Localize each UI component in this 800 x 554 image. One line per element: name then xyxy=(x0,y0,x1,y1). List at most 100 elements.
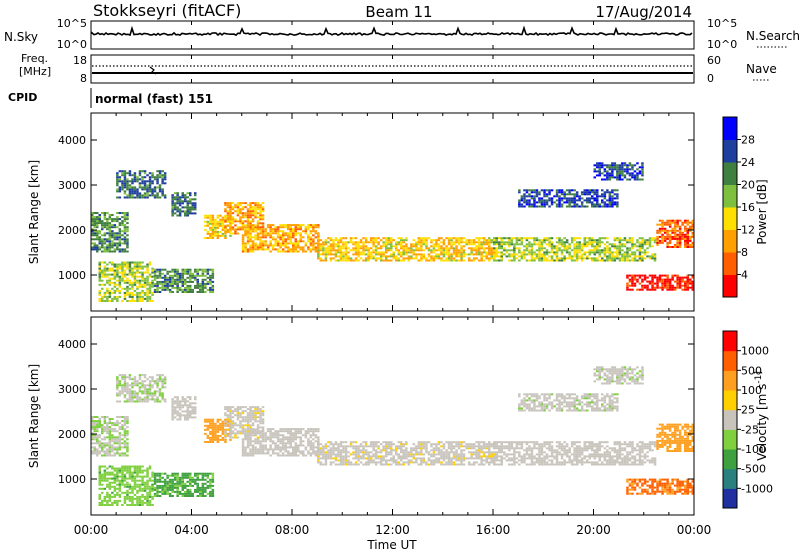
power-cell xyxy=(525,247,529,250)
power-cell xyxy=(437,255,441,258)
power-cell xyxy=(437,237,441,240)
power-cell xyxy=(131,190,134,193)
velocity-cell xyxy=(113,485,117,488)
power-cell xyxy=(631,280,634,283)
power-cell xyxy=(686,284,689,287)
velocity-cell xyxy=(91,426,94,429)
power-cell xyxy=(447,237,451,240)
power-cell xyxy=(379,239,383,242)
velocity-cell xyxy=(249,454,252,457)
power-cell xyxy=(201,272,205,275)
power-cell xyxy=(297,228,300,231)
power-cell xyxy=(417,249,421,252)
power-cell xyxy=(221,220,225,223)
power-cell xyxy=(432,249,436,252)
power-cell xyxy=(128,188,132,191)
power-cell xyxy=(472,241,476,244)
power-cell xyxy=(121,287,124,290)
power-cell xyxy=(543,253,546,256)
velocity-cell xyxy=(121,467,124,470)
power-cell xyxy=(239,228,242,231)
power-cell xyxy=(691,286,694,289)
power-cell xyxy=(118,218,122,221)
power-cell xyxy=(108,232,112,235)
power-cell xyxy=(189,286,192,289)
power-cell xyxy=(681,288,684,291)
velocity-cell xyxy=(106,424,109,427)
power-cell xyxy=(158,176,162,179)
velocity-cell xyxy=(148,392,152,395)
power-cell xyxy=(400,253,403,256)
velocity-cell xyxy=(186,412,189,415)
velocity-cell xyxy=(234,432,237,435)
velocity-cell xyxy=(246,440,250,443)
power-cell xyxy=(118,277,122,280)
velocity-cell xyxy=(181,495,184,497)
power-cell xyxy=(603,237,607,240)
power-cell xyxy=(691,225,694,228)
power-cell xyxy=(450,253,453,256)
power-cell xyxy=(563,257,566,260)
velocity-cell xyxy=(136,495,139,498)
power-cell xyxy=(239,218,242,221)
velocity-cell xyxy=(241,452,245,455)
power-cell xyxy=(96,234,99,237)
power-cell xyxy=(611,189,614,192)
velocity-cell xyxy=(121,446,124,449)
power-cell xyxy=(281,230,285,233)
velocity-cell xyxy=(101,465,104,468)
power-cell xyxy=(294,238,297,241)
power-cell xyxy=(176,274,179,277)
power-cell xyxy=(146,263,149,266)
velocity-cell xyxy=(131,487,134,490)
velocity-cell xyxy=(241,410,245,413)
velocity-cell xyxy=(229,422,232,425)
power-cell xyxy=(586,201,589,204)
velocity-cell xyxy=(148,501,152,504)
power-cell xyxy=(339,255,343,258)
power-cell xyxy=(455,237,458,240)
power-cell xyxy=(550,257,554,260)
velocity-cell xyxy=(136,382,139,385)
velocity-cell xyxy=(176,406,179,409)
velocity-cell xyxy=(194,402,197,405)
velocity-cell xyxy=(269,444,272,447)
power-cell xyxy=(259,246,262,249)
power-cell xyxy=(362,249,365,252)
power-cell xyxy=(477,253,481,256)
power-cell xyxy=(563,191,566,194)
power-cell xyxy=(211,276,215,279)
power-cell xyxy=(591,203,594,206)
power-cell xyxy=(214,232,217,235)
velocity-cell xyxy=(246,430,250,433)
power-cell xyxy=(131,196,134,199)
velocity-cell xyxy=(123,424,127,427)
power-cell xyxy=(460,239,463,242)
velocity-cell xyxy=(236,410,240,413)
power-cell xyxy=(666,288,669,291)
velocity-cell xyxy=(96,420,99,423)
power-cell xyxy=(555,241,559,244)
power-cell xyxy=(106,287,109,290)
power-cell xyxy=(447,251,451,254)
velocity-cell xyxy=(101,473,104,476)
velocity-cell xyxy=(194,472,197,475)
velocity-cell xyxy=(236,436,240,439)
power-cell xyxy=(530,191,534,194)
power-cell xyxy=(470,259,473,262)
power-cell xyxy=(246,224,250,227)
power-cell xyxy=(374,239,378,242)
power-cell xyxy=(244,250,247,253)
velocity-cell xyxy=(116,382,119,385)
velocity-cell xyxy=(244,448,247,451)
power-cell xyxy=(452,249,456,252)
power-cell xyxy=(173,268,177,271)
power-cell xyxy=(606,176,609,179)
velocity-cell xyxy=(143,398,147,401)
power-cell xyxy=(111,220,114,223)
power-cell xyxy=(307,226,310,229)
power-cell xyxy=(636,174,639,177)
power-cell xyxy=(261,224,265,227)
power-cell xyxy=(678,229,682,232)
power-cell xyxy=(503,243,506,246)
